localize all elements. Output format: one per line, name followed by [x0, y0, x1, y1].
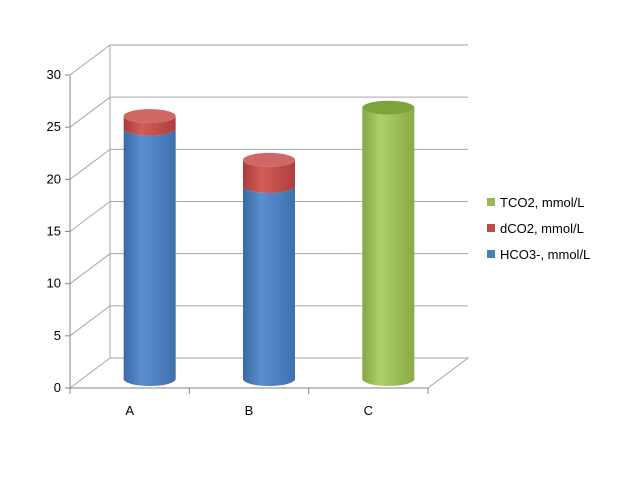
gridline-5 — [69, 305, 468, 337]
x-tick-label-A: A — [125, 403, 134, 418]
bar-top-B — [243, 152, 295, 167]
gridline-10 — [69, 253, 468, 285]
bars — [123, 100, 415, 387]
gridline-25 — [69, 96, 468, 128]
y-tick-label-20: 20 — [47, 171, 61, 186]
bar-top-A — [123, 109, 176, 124]
y-tick-label-15: 15 — [47, 224, 61, 239]
gridline-30 — [69, 44, 468, 76]
bar-B-HCO3- — [243, 185, 295, 386]
bar-A-dCO2 — [123, 116, 176, 136]
gridlines — [69, 44, 468, 337]
legend-swatch-0 — [487, 198, 495, 206]
bar-C-TCO2 — [362, 107, 415, 387]
bar-A-HCO3- — [123, 128, 176, 386]
y-tick-label-0: 0 — [54, 380, 61, 395]
gridline-15 — [69, 201, 468, 232]
y-tick-label-10: 10 — [47, 276, 61, 291]
x-tick-label-B: B — [245, 403, 254, 418]
legend: TCO2, mmol/L dCO2, mmol/L HCO3-, mmol/L — [487, 195, 590, 262]
legend-label-0: TCO2, mmol/L — [500, 195, 585, 210]
legend-swatch-1 — [487, 224, 495, 232]
legend-swatch-2 — [487, 250, 495, 258]
y-tick-label-25: 25 — [47, 119, 61, 134]
bar-top-C — [362, 100, 415, 115]
axes — [65, 74, 429, 394]
gridline-20 — [69, 148, 468, 180]
legend-label-2: HCO3-, mmol/L — [500, 247, 590, 262]
bar-B-dCO2 — [243, 159, 295, 193]
y-tick-label-30: 30 — [47, 67, 61, 82]
legend-label-1: dCO2, mmol/L — [500, 221, 584, 236]
y-tick-label-5: 5 — [54, 328, 61, 343]
tick-labels: 0 5 10 15 20 25 30 A B C — [47, 67, 373, 418]
x-tick-label-C: C — [364, 403, 373, 418]
